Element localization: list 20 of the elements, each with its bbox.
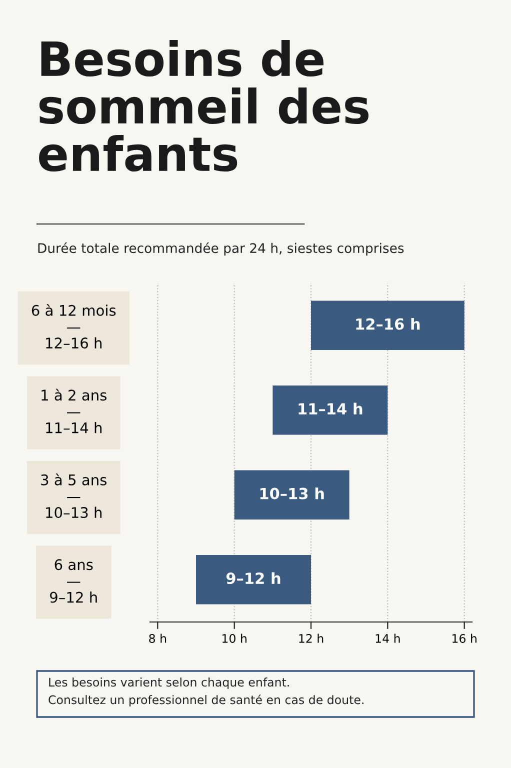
x-tick-label: 16 h bbox=[452, 634, 476, 643]
data-label: 11–14 h bbox=[298, 402, 362, 414]
bar bbox=[196, 555, 311, 604]
y-tick-label: 6 à 12 mois — 12–16 h bbox=[32, 304, 116, 349]
chart-subtitle: Durée totale recommandée par 24 h, siestes comprises bbox=[38, 242, 404, 256]
y-tick-label: 3 à 5 ans — 10–13 h bbox=[41, 474, 106, 518]
y-tick-label: 1 à 2 ans — 11–14 h bbox=[42, 388, 106, 434]
x-tick-label: 12 h bbox=[299, 634, 324, 643]
bar bbox=[234, 470, 350, 520]
x-tick-label: 10 h bbox=[222, 634, 246, 643]
data-label: 10–13 h bbox=[260, 487, 324, 500]
bar bbox=[311, 300, 464, 350]
x-tick-label: 14 h bbox=[376, 634, 400, 643]
data-label: 12–16 h bbox=[356, 318, 420, 330]
y-tick-label: 6 ans — 9–12 h bbox=[50, 559, 97, 603]
x-tick-label: 8 h bbox=[149, 634, 166, 643]
chart-title: Besoins de sommeil des enfants bbox=[39, 40, 368, 172]
bar bbox=[272, 386, 388, 435]
text: Les besoins varient selon chaque enfant. Consultez un professionnel de santé en cas de doute. bbox=[48, 678, 364, 706]
data-label: 9–12 h bbox=[226, 572, 280, 584]
